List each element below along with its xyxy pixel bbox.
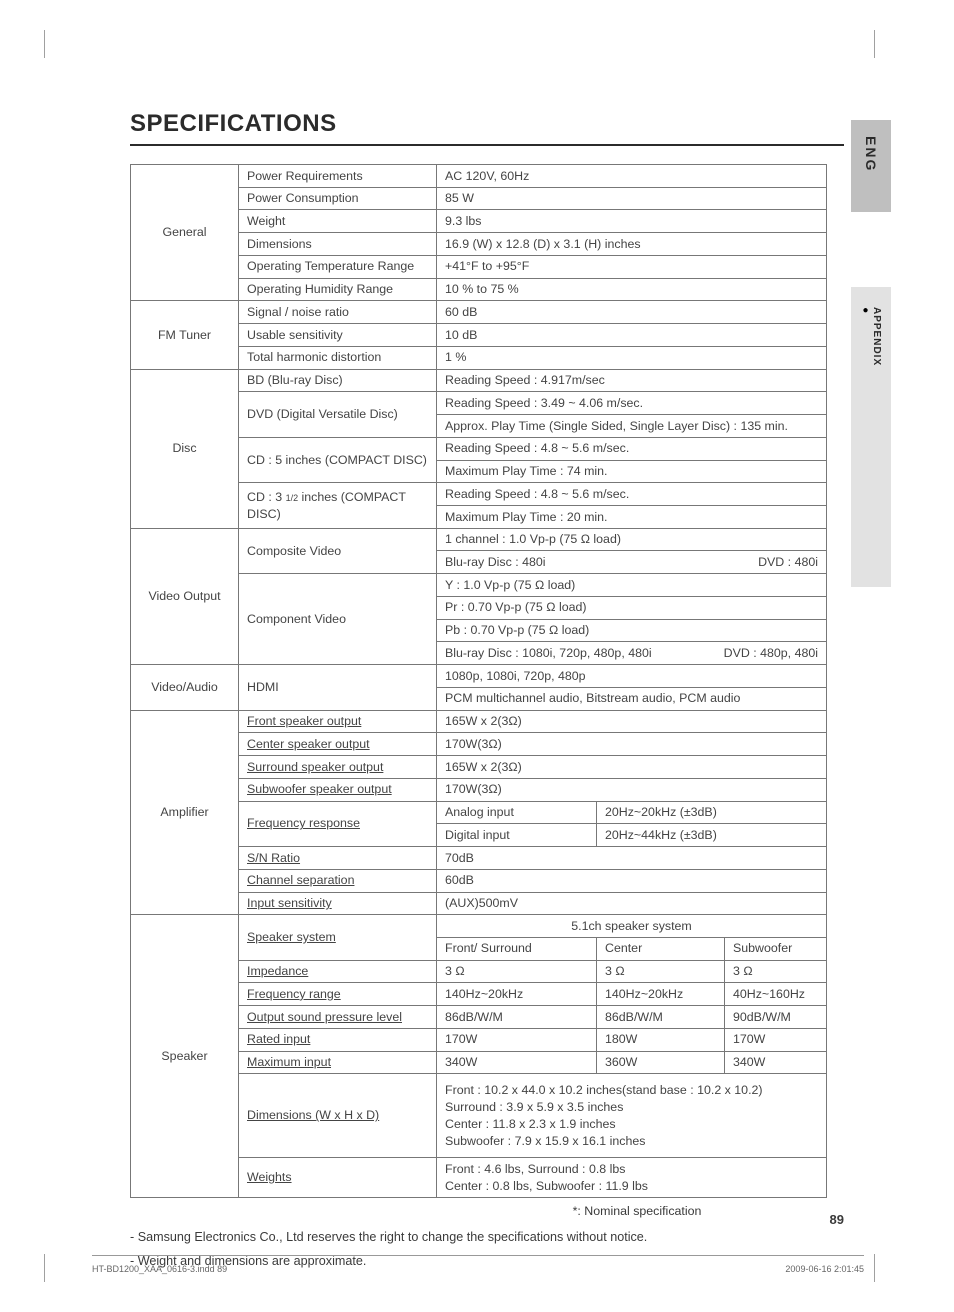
section-video-audio: Video/Audio [131,665,239,710]
spec-table: General Power Requirements AC 120V, 60Hz… [130,164,827,1198]
page-number: 89 [830,1212,844,1227]
nominal-note: *: Nominal specification [430,1204,844,1218]
section-speaker: Speaker [131,915,239,1198]
cd3-label: CD : 3 1/2 inches (COMPACT DISC) [247,490,406,521]
section-general: General [131,165,239,301]
section-video-output: Video Output [131,528,239,664]
print-footer: HT-BD1200_XAA_0616-3.indd 89 2009-06-16 … [92,1255,864,1274]
section-fm-tuner: FM Tuner [131,301,239,369]
page-title: SPECIFICATIONS [130,110,844,138]
footer-datetime: 2009-06-16 2:01:45 [785,1264,864,1274]
title-rule [130,144,844,146]
section-disc: Disc [131,369,239,528]
section-amplifier: Amplifier [131,710,239,915]
footer-file: HT-BD1200_XAA_0616-3.indd 89 [92,1264,227,1274]
